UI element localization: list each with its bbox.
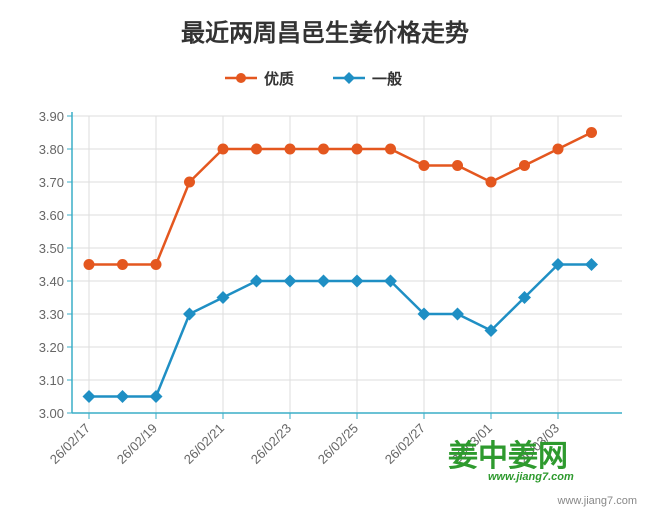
x-tick-label: 26/02/19: [114, 421, 160, 467]
data-point-regular[interactable]: [116, 390, 129, 403]
x-tick-label: 26/02/17: [47, 421, 93, 467]
data-point-regular[interactable]: [283, 274, 297, 288]
data-point-regular[interactable]: [183, 307, 196, 321]
data-point-regular[interactable]: [350, 274, 364, 288]
y-tick-label: 3.90: [39, 109, 64, 124]
data-point-premium[interactable]: [519, 160, 530, 171]
legend: 优质 一般: [225, 70, 402, 88]
y-axis-ticks: 3.00 3.10 3.20 3.30 3.40 3.50 3.60 3.70 3.80 3.90: [39, 109, 72, 421]
data-point-premium[interactable]: [184, 176, 195, 188]
data-point-premium[interactable]: [284, 143, 296, 155]
axes: [71, 112, 622, 414]
data-point-regular[interactable]: [384, 274, 397, 288]
watermark: www.jiang7.com: [557, 495, 637, 507]
y-tick-label: 3.30: [39, 307, 64, 322]
data-point-premium[interactable]: [83, 259, 95, 270]
x-tick-label: 26/02/27: [382, 421, 428, 467]
data-point-regular[interactable]: [216, 291, 230, 304]
y-tick-label: 3.80: [39, 142, 64, 157]
legend-item-premium[interactable]: 优质: [225, 70, 294, 88]
series-line-premium: [89, 131, 593, 266]
y-tick-label: 3.20: [39, 340, 64, 355]
data-point-regular[interactable]: [451, 307, 464, 321]
data-point-premium[interactable]: [117, 259, 128, 270]
data-point-premium[interactable]: [318, 143, 329, 155]
data-point-premium[interactable]: [586, 127, 597, 138]
site-logo: 姜中姜网 www.jiang7.com: [448, 440, 574, 483]
data-point-regular[interactable]: [417, 307, 431, 321]
y-tick-label: 3.00: [39, 406, 64, 421]
data-point-regular[interactable]: [317, 274, 330, 288]
chart-title: 最近两周昌邑生姜价格走势: [181, 19, 469, 47]
data-point-regular[interactable]: [551, 258, 565, 271]
data-point-premium[interactable]: [385, 143, 396, 155]
y-tick-label: 3.40: [39, 274, 64, 289]
y-tick-label: 3.10: [39, 373, 64, 388]
x-tick-label: 26/02/21: [181, 421, 227, 467]
data-point-premium[interactable]: [217, 143, 229, 155]
logo-text: 姜中姜网: [448, 440, 568, 473]
y-tick-label: 3.70: [39, 175, 64, 190]
data-point-regular[interactable]: [149, 390, 163, 403]
legend-marker-premium: [236, 73, 246, 83]
x-tick-label: 26/02/25: [315, 421, 361, 467]
legend-label-regular: 一般: [372, 70, 402, 88]
data-point-premium[interactable]: [552, 143, 564, 155]
data-point-premium[interactable]: [251, 143, 262, 155]
data-point-premium[interactable]: [418, 160, 430, 171]
y-tick-label: 3.60: [39, 208, 64, 223]
legend-label-premium: 优质: [264, 70, 294, 88]
x-tick-label: 26/02/23: [248, 421, 294, 467]
data-point-regular[interactable]: [484, 324, 498, 337]
series-line-regular: [89, 263, 592, 398]
y-tick-label: 3.50: [39, 241, 64, 256]
legend-item-regular[interactable]: 一般: [333, 70, 402, 88]
data-point-regular[interactable]: [518, 291, 531, 304]
data-point-premium[interactable]: [150, 259, 162, 270]
legend-marker-regular: [343, 72, 355, 84]
logo-url: www.jiang7.com: [488, 471, 574, 483]
data-point-regular[interactable]: [585, 258, 598, 271]
series-layer: [82, 127, 598, 403]
data-point-regular[interactable]: [82, 390, 96, 403]
data-point-premium[interactable]: [452, 160, 463, 171]
data-point-premium[interactable]: [351, 143, 363, 155]
data-point-premium[interactable]: [485, 176, 497, 188]
data-point-regular[interactable]: [250, 274, 263, 288]
